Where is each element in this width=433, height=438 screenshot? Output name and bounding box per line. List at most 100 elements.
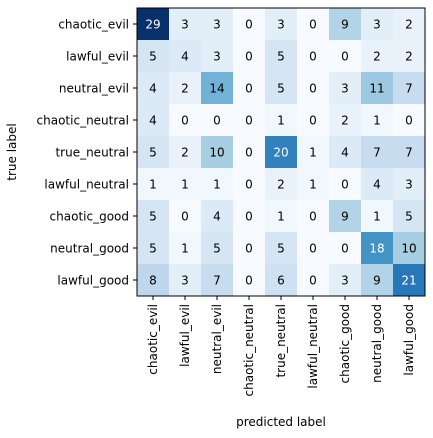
heatmap-cell bbox=[329, 232, 362, 265]
cell-value-label: 0 bbox=[309, 210, 317, 224]
x-axis-ticks: chaotic_evil lawful_evil neutral_evil chaot… bbox=[146, 296, 416, 396]
y-tick-label: lawful_evil bbox=[66, 50, 129, 64]
heatmap-cell bbox=[361, 232, 394, 265]
heatmap-cell bbox=[201, 8, 234, 41]
heatmap-cell bbox=[233, 232, 266, 265]
heatmap-cell bbox=[233, 104, 266, 137]
heatmap-cell bbox=[169, 264, 202, 297]
cell-value-label: 3 bbox=[341, 82, 349, 96]
heatmap-cell bbox=[169, 8, 202, 41]
cell-value-label: 2 bbox=[181, 82, 189, 96]
cell-value-label: 9 bbox=[373, 274, 381, 288]
cell-value-label: 1 bbox=[373, 114, 381, 128]
y-tick-label: lawful_neutral bbox=[44, 178, 129, 192]
cell-value-label: 1 bbox=[277, 114, 285, 128]
cell-value-label: 0 bbox=[245, 146, 253, 160]
cell-value-label: 9 bbox=[341, 210, 349, 224]
heatmap-cell bbox=[137, 104, 170, 137]
y-tick-label: lawful_good bbox=[57, 274, 129, 288]
heatmap-cell bbox=[393, 232, 426, 265]
heatmap-cell bbox=[361, 264, 394, 297]
heatmap-cell bbox=[137, 136, 170, 169]
heatmap-cell bbox=[169, 168, 202, 201]
heatmap-cell bbox=[361, 72, 394, 105]
y-axis-ticks: chaotic_evil lawful_evil neutral_evilchaot… bbox=[37, 18, 137, 288]
heatmap-cell bbox=[201, 40, 234, 73]
heatmap-cell bbox=[393, 168, 426, 201]
heatmap-cell bbox=[201, 136, 234, 169]
heatmap-cell bbox=[233, 200, 266, 233]
heatmap-cell bbox=[233, 168, 266, 201]
cell-value-label: 1 bbox=[373, 210, 381, 224]
x-axis-label: predicted label bbox=[236, 415, 326, 429]
cell-value-label: 10 bbox=[209, 146, 224, 160]
heatmap-cell bbox=[329, 104, 362, 137]
x-tick-label: true_neutral bbox=[274, 304, 288, 378]
heatmap-cell bbox=[361, 104, 394, 137]
cell-value-label: 2 bbox=[341, 114, 349, 128]
heatmap-cell bbox=[297, 72, 330, 105]
cell-value-label: 5 bbox=[405, 210, 413, 224]
heatmap-cell bbox=[393, 200, 426, 233]
heatmap-cell bbox=[137, 168, 170, 201]
cell-value-label: 3 bbox=[277, 18, 285, 32]
cell-value-label: 2 bbox=[181, 146, 189, 160]
cell-value-label: 7 bbox=[405, 82, 413, 96]
y-tick-label: neutral_good bbox=[50, 242, 129, 256]
cell-value-label: 0 bbox=[341, 50, 349, 64]
cell-value-label: 14 bbox=[209, 82, 224, 96]
heatmap-cell bbox=[297, 168, 330, 201]
heatmap-cell bbox=[361, 8, 394, 41]
cell-value-label: 5 bbox=[213, 242, 221, 256]
x-tick-label: lawful_good bbox=[402, 304, 416, 376]
cell-value-label: 4 bbox=[213, 210, 221, 224]
cell-value-label: 20 bbox=[273, 146, 288, 160]
cell-value-label: 0 bbox=[309, 50, 317, 64]
cell-value-label: 1 bbox=[277, 210, 285, 224]
cell-value-label: 0 bbox=[309, 114, 317, 128]
cell-value-label: 29 bbox=[145, 18, 160, 32]
cell-value-label: 4 bbox=[181, 50, 189, 64]
heatmap-cell bbox=[393, 40, 426, 73]
cell-value-label: 3 bbox=[373, 18, 381, 32]
cell-value-label: 0 bbox=[245, 18, 253, 32]
heatmap-cell bbox=[233, 136, 266, 169]
cell-value-label: 3 bbox=[213, 50, 221, 64]
cell-value-label: 1 bbox=[213, 178, 221, 192]
cell-value-label: 3 bbox=[341, 274, 349, 288]
y-tick-label: true_neutral bbox=[55, 146, 129, 160]
cell-value-label: 0 bbox=[245, 274, 253, 288]
heatmap-cell bbox=[169, 40, 202, 73]
cell-value-label: 18 bbox=[369, 242, 384, 256]
heatmap-cell bbox=[137, 264, 170, 297]
cell-value-label: 9 bbox=[341, 18, 349, 32]
cell-value-label: 3 bbox=[213, 18, 221, 32]
heatmap-cell bbox=[297, 200, 330, 233]
cell-value-label: 3 bbox=[181, 18, 189, 32]
heatmap-cell bbox=[361, 136, 394, 169]
cell-value-label: 5 bbox=[277, 50, 285, 64]
heatmap-cell bbox=[329, 168, 362, 201]
cell-value-label: 1 bbox=[181, 178, 189, 192]
x-tick-label: neutral_evil bbox=[210, 304, 224, 374]
cell-value-label: 7 bbox=[213, 274, 221, 288]
y-tick-label: chaotic_good bbox=[50, 210, 129, 224]
heatmap-cells bbox=[137, 8, 426, 297]
heatmap-cell bbox=[201, 200, 234, 233]
heatmap-cell bbox=[329, 40, 362, 73]
heatmap-cell bbox=[265, 136, 298, 169]
x-tick-label: chaotic_good bbox=[338, 304, 352, 383]
heatmap-cell bbox=[393, 72, 426, 105]
heatmap-cell bbox=[297, 264, 330, 297]
cell-value-label: 2 bbox=[405, 18, 413, 32]
heatmap-cell bbox=[169, 72, 202, 105]
x-tick-label: chaotic_neutral bbox=[242, 304, 256, 396]
cell-value-label: 0 bbox=[341, 242, 349, 256]
heatmap-cell bbox=[137, 232, 170, 265]
cell-value-label: 21 bbox=[401, 274, 416, 288]
heatmap-cell-labels: 29 3 3 0 3 0 9 3 25 4 3 0 5 0 0 2 24 2 14 0 5 0 3 11 74 0 0 0 1 0 2 1 05… bbox=[145, 18, 416, 288]
cell-value-label: 3 bbox=[181, 274, 189, 288]
heatmap-cell bbox=[361, 40, 394, 73]
heatmap-cell bbox=[265, 200, 298, 233]
